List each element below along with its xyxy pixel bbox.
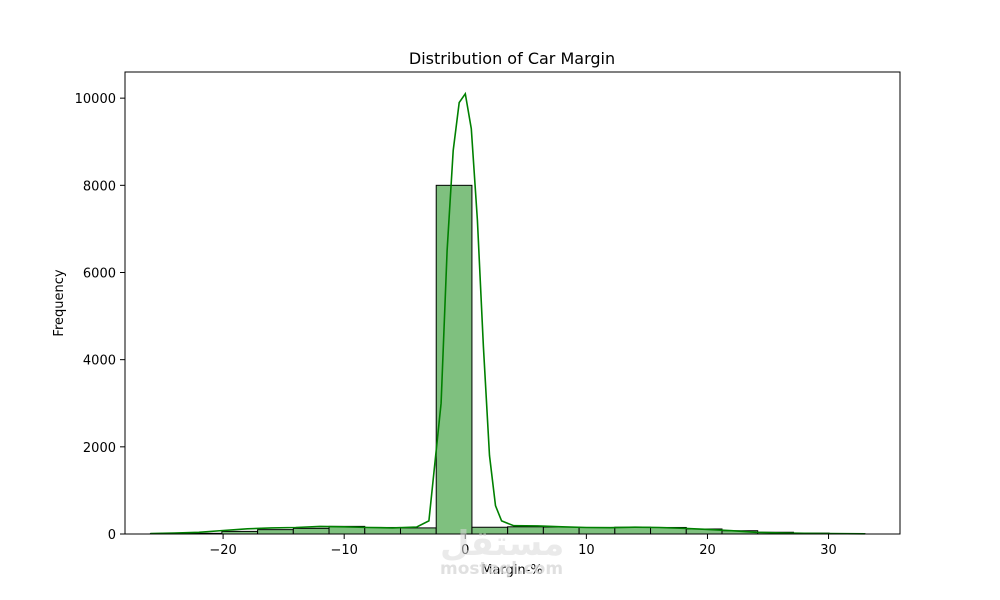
x-axis-label: Margin-% — [481, 563, 542, 578]
x-axis-ticks: −20 −10 0 10 20 30 — [209, 534, 837, 558]
y-tick-label: 6000 — [83, 266, 116, 281]
y-tick-label: 8000 — [83, 179, 116, 194]
histogram-bar — [471, 526, 509, 535]
histogram-bar — [435, 184, 473, 535]
histogram-bar — [257, 529, 294, 535]
x-tick-label: 0 — [461, 543, 469, 558]
y-axis-label: Frequency — [52, 269, 67, 336]
kde-line — [150, 91, 865, 535]
y-tick-label: 10000 — [75, 92, 116, 107]
y-tick-label: 2000 — [83, 441, 116, 456]
histogram-bar — [292, 527, 330, 535]
y-tick-label: 0 — [108, 528, 116, 543]
plot-frame — [124, 71, 901, 535]
x-tick-label: −20 — [209, 543, 236, 558]
y-tick-label: 4000 — [83, 354, 116, 369]
histogram-bars — [149, 184, 866, 535]
x-tick-label: 20 — [699, 543, 716, 558]
chart-title: Distribution of Car Margin — [409, 49, 615, 68]
y-axis-ticks: 0 2000 4000 6000 8000 10000 — [75, 92, 125, 543]
x-tick-label: 10 — [578, 543, 595, 558]
histogram-bar — [507, 526, 544, 535]
x-tick-label: −10 — [330, 543, 357, 558]
histogram-bar — [542, 526, 580, 535]
x-tick-label: 30 — [820, 543, 837, 558]
histogram-bar — [399, 527, 437, 535]
